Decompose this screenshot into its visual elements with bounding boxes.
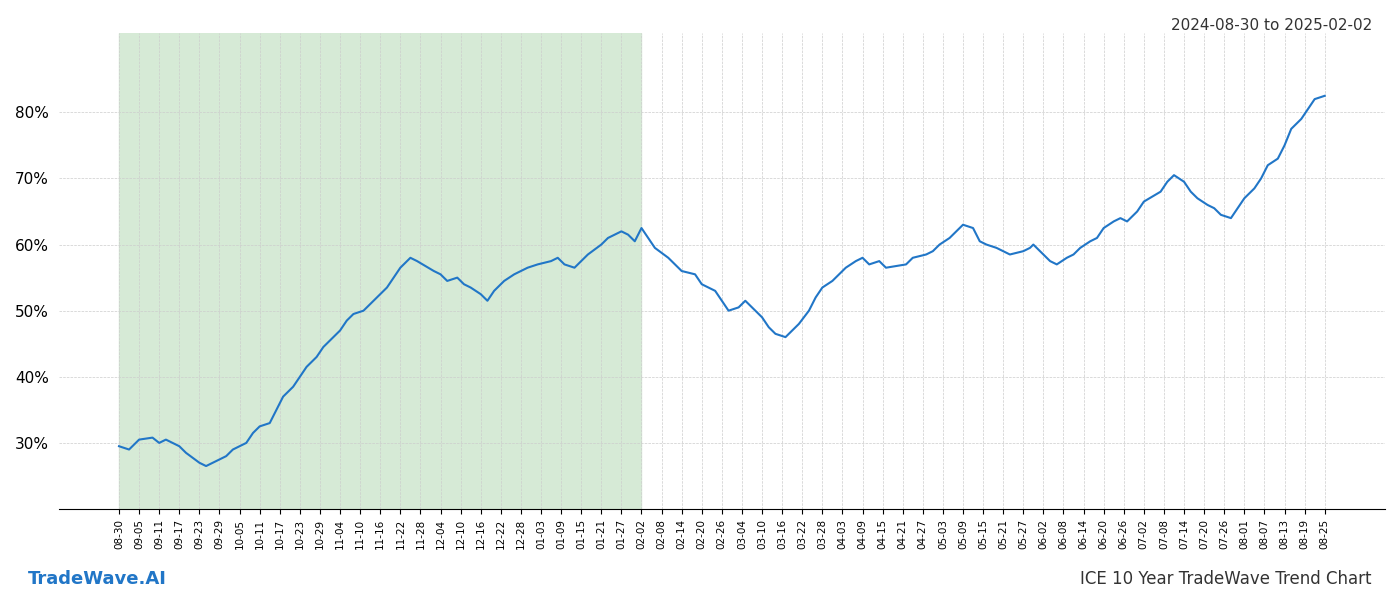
Bar [119,33,641,509]
Text: TradeWave.AI: TradeWave.AI [28,570,167,588]
Text: ICE 10 Year TradeWave Trend Chart: ICE 10 Year TradeWave Trend Chart [1081,570,1372,588]
Text: 2024-08-30 to 2025-02-02: 2024-08-30 to 2025-02-02 [1170,18,1372,33]
